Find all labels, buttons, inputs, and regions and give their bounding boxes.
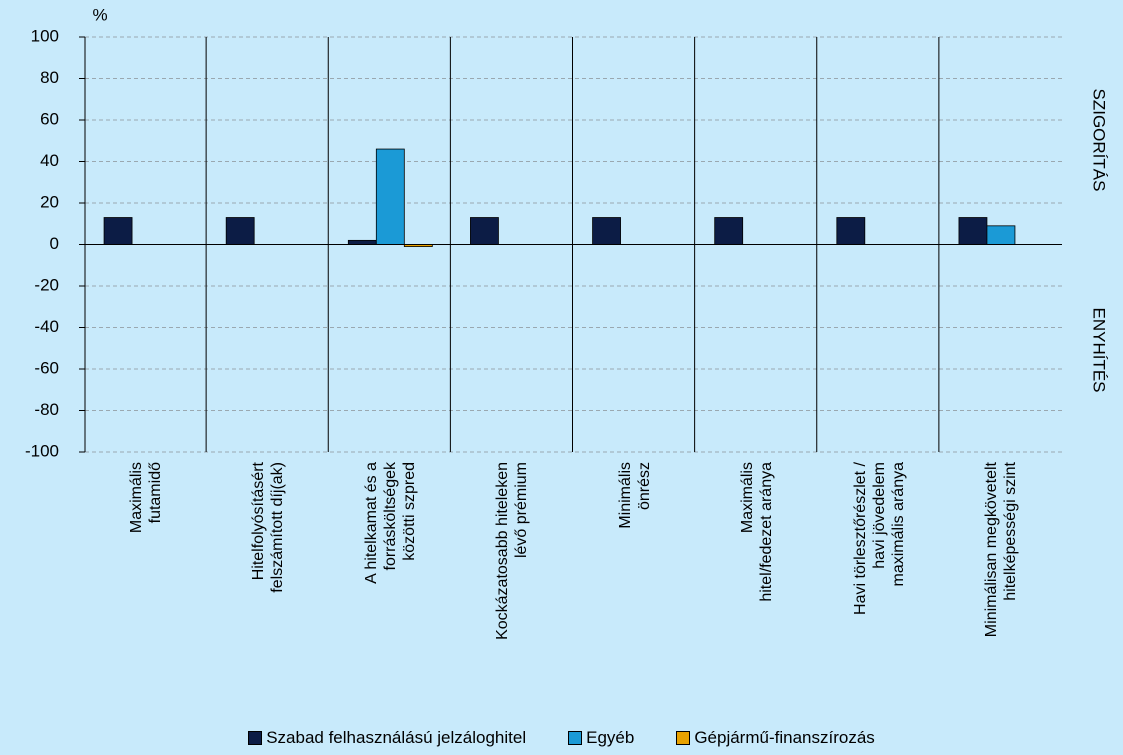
y-tick-label: 0 (50, 234, 59, 253)
y-tick-label: 100 (31, 26, 59, 45)
bar (836, 217, 866, 245)
y-tick-label: 80 (40, 68, 59, 87)
y-tick-label: 20 (40, 192, 59, 211)
x-tick-label: Kockázatosabb hiteleken lévő prémium (494, 462, 531, 640)
x-tick-label: Minimális önrész (616, 462, 653, 529)
y-tick-label: 40 (40, 151, 59, 170)
legend: Szabad felhasználású jelzáloghitel Egyéb G… (0, 728, 1123, 748)
annotation: ENYHÍTÉS (1090, 307, 1109, 392)
y-axis-label: % (92, 5, 107, 24)
legend-label: Szabad felhasználású jelzáloghitel (266, 728, 527, 747)
legend-item: Egyéb (568, 728, 634, 748)
y-tick-label: -40 (34, 317, 59, 336)
bar (470, 217, 499, 245)
legend-swatch (676, 731, 691, 745)
legend-swatch (568, 731, 583, 745)
legend-item: Szabad felhasználású jelzáloghitel (248, 728, 526, 748)
legend-label: Gépjármű-finanszírozás (694, 728, 875, 747)
x-tick-label: Minimálisan megkövetelt hitelképességi s… (982, 462, 1019, 638)
x-tick-label: Havi törlesztőrészlet / havi jövedelem m… (851, 462, 907, 615)
legend-item: Gépjármű-finanszírozás (676, 728, 875, 748)
x-tick-label: Maximális futamidő (128, 462, 165, 534)
bar (375, 148, 405, 245)
bar (103, 217, 133, 245)
y-tick-label: -60 (34, 358, 59, 377)
x-tick-label: Maximális hitel/fedezet aránya (738, 462, 775, 602)
legend-label: Egyéb (586, 728, 635, 747)
bar (225, 217, 255, 245)
bar (592, 217, 621, 245)
x-tick-label: Hitelfolyósításért felszámított díj(ak) (250, 462, 287, 593)
x-tick-label: A hitelkamat és a forrásköltségek között… (362, 462, 418, 584)
y-tick-label: -20 (34, 275, 59, 294)
y-tick-label: -100 (25, 441, 59, 460)
bar (347, 239, 377, 245)
legend-swatch (248, 731, 263, 745)
y-tick-label: -80 (34, 400, 59, 419)
bar (958, 217, 988, 245)
bar (714, 217, 744, 245)
bar (986, 225, 1016, 245)
annotation: SZIGORÍTÁS (1090, 89, 1109, 192)
y-tick-label: 60 (40, 109, 59, 128)
